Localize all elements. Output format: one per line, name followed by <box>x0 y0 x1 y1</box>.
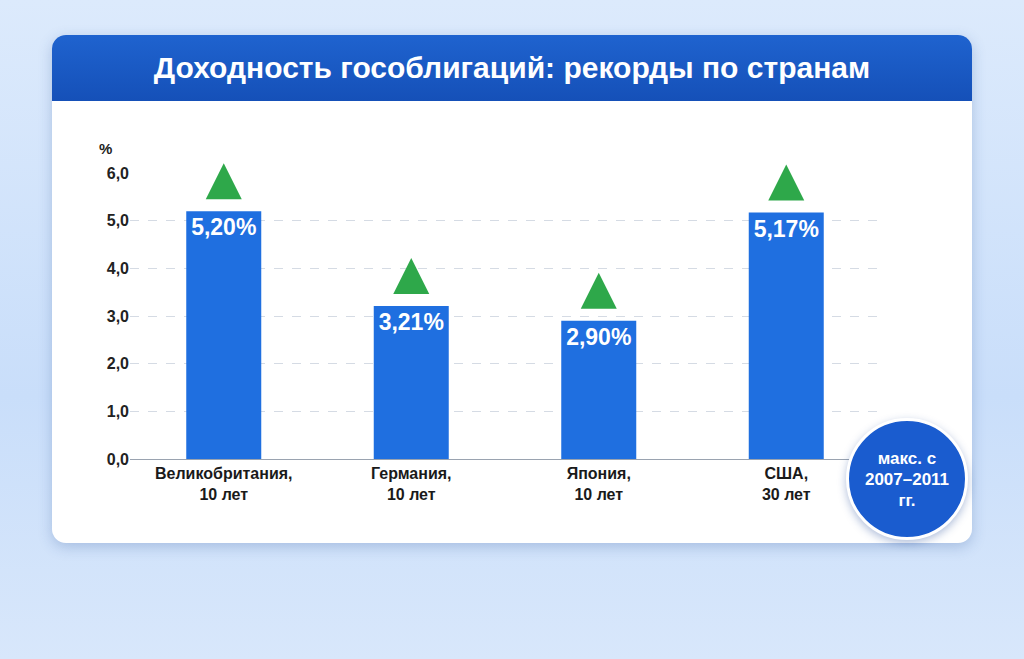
svg-text:5,0: 5,0 <box>107 212 129 229</box>
html-text:гг.: гг. <box>898 490 916 510</box>
svg-text:2,0: 2,0 <box>107 355 129 372</box>
html-text:Доходность гособлигаций: рекор: Доходность гособлигаций: рекорды по стра… <box>153 51 871 84</box>
svg-text:Германия,10 лет: Германия,10 лет <box>371 465 452 503</box>
svg-text:5,17%: 5,17% <box>754 216 819 242</box>
svg-text:0,0: 0,0 <box>107 451 129 468</box>
svg-text:2,90%: 2,90% <box>566 324 631 350</box>
svg-text:5,20%: 5,20% <box>191 214 256 240</box>
svg-text:4,0: 4,0 <box>107 260 129 277</box>
svg-text:1,0: 1,0 <box>107 403 129 420</box>
svg-text:Япония,10 лет: Япония,10 лет <box>567 465 631 503</box>
html-text:2007–2011: 2007–2011 <box>864 469 950 489</box>
svg-text:3,21%: 3,21% <box>379 309 444 335</box>
svg-text:США,30 лет: США,30 лет <box>762 465 811 503</box>
svg-text:6,0: 6,0 <box>107 165 129 182</box>
svg-text:3,0: 3,0 <box>107 308 129 325</box>
svg-text:%: % <box>99 140 112 157</box>
html-text:макс. с: макс. с <box>877 448 937 468</box>
svg-text:Великобритания,10 лет: Великобритания,10 лет <box>155 465 293 503</box>
